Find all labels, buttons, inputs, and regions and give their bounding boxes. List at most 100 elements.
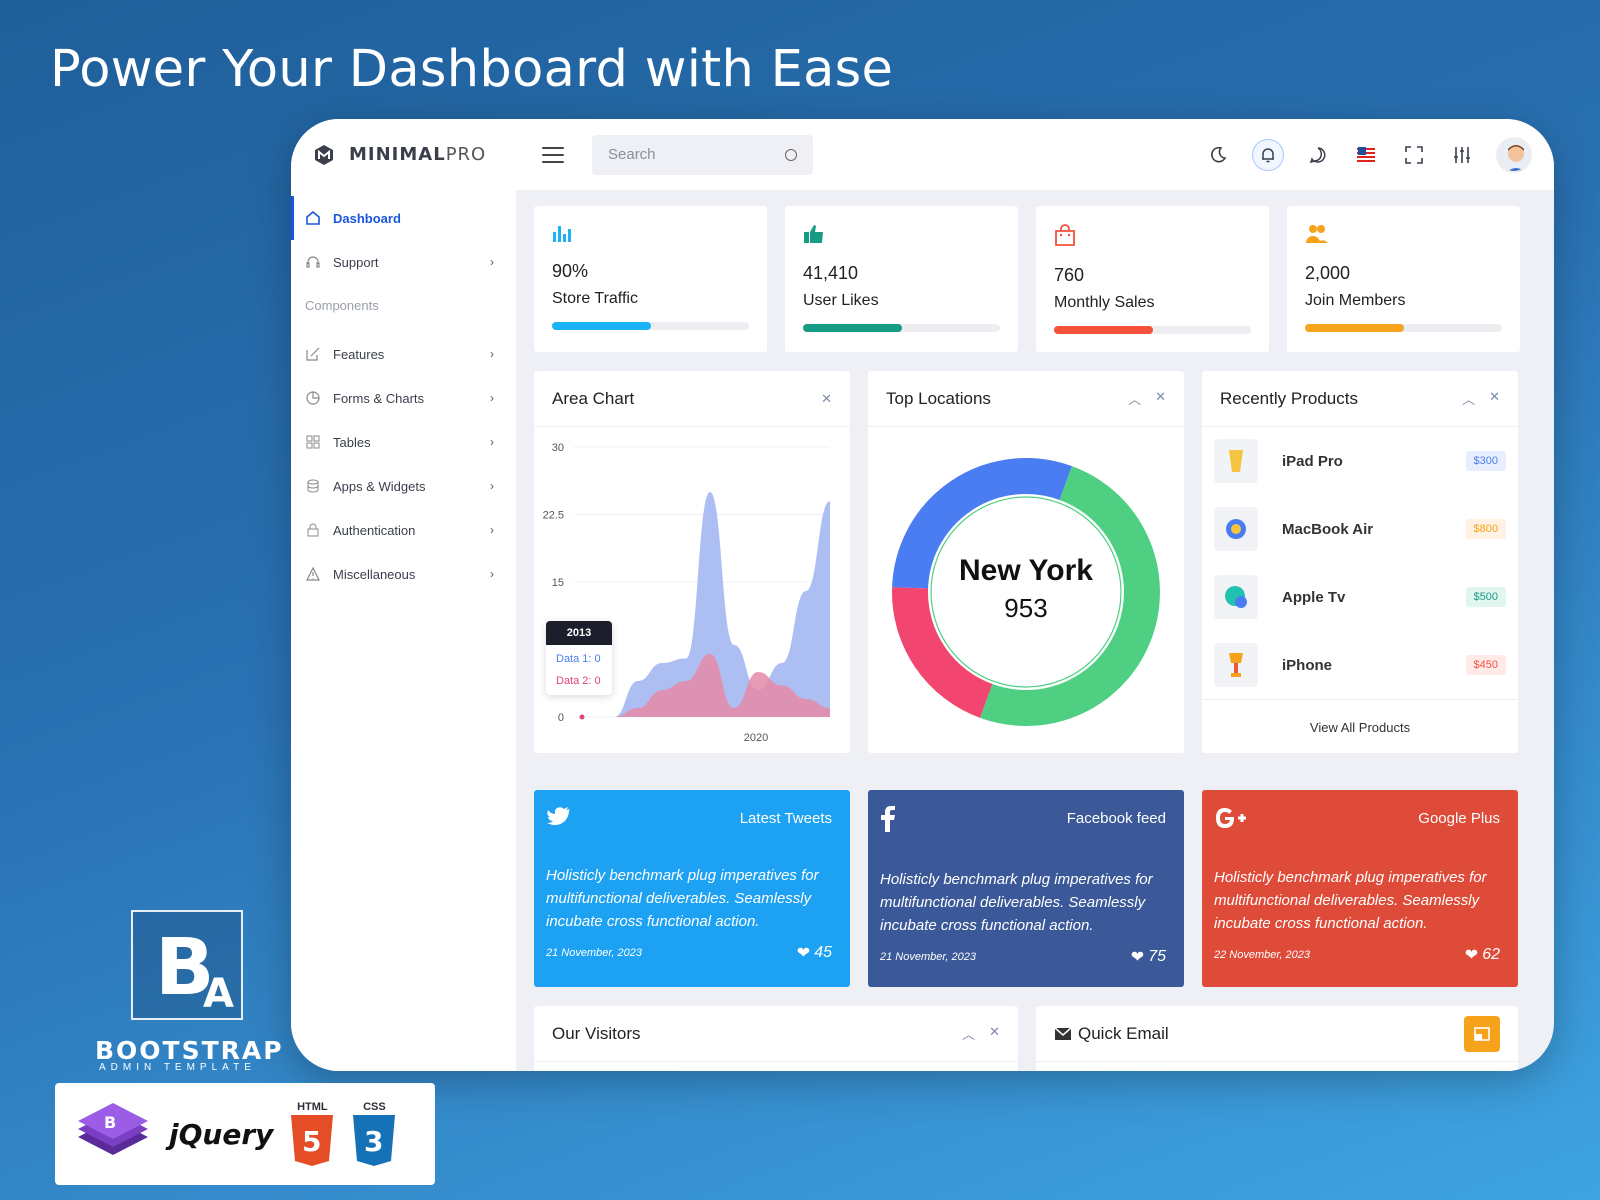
card-title: Top Locations bbox=[886, 388, 991, 408]
product-row[interactable]: iPhone $450 bbox=[1202, 631, 1518, 699]
stat-card-join-members: 2,000 Join Members bbox=[1287, 206, 1520, 352]
social-date: 22 November, 2023 bbox=[1214, 949, 1311, 961]
stat-card-user-likes: 41,410 User Likes bbox=[785, 206, 1018, 352]
sidebar-item-miscellaneous[interactable]: Miscellaneous › bbox=[291, 552, 516, 596]
sidebar-item-support[interactable]: Support › bbox=[291, 240, 516, 284]
sidebar-item-authentication[interactable]: Authentication › bbox=[291, 508, 516, 552]
headset-icon bbox=[305, 254, 321, 270]
bell-icon[interactable] bbox=[1252, 138, 1284, 171]
sidebar-item-apps-widgets[interactable]: Apps & Widgets › bbox=[291, 464, 516, 508]
stat-value: 90% bbox=[552, 261, 589, 281]
card-header: Top Locations ︿ ✕ bbox=[868, 371, 1184, 427]
donut-segment-1[interactable] bbox=[980, 466, 1160, 726]
progress-fill bbox=[552, 322, 651, 330]
heart-icon: ❤ bbox=[1130, 949, 1145, 966]
tooltip-data2: Data 2: 0 bbox=[556, 675, 601, 687]
brand-logo-icon bbox=[315, 144, 333, 165]
social-date: 21 November, 2023 bbox=[546, 947, 643, 959]
sidebar-item-label: Dashboard bbox=[333, 210, 401, 226]
card-header: Quick Email bbox=[1036, 1006, 1518, 1062]
progress-bar bbox=[1305, 324, 1502, 332]
social-text: Holisticly benchmark plug imperatives fo… bbox=[880, 871, 1153, 934]
search-input[interactable] bbox=[608, 146, 768, 163]
search-icon[interactable] bbox=[785, 148, 797, 161]
chat-icon[interactable] bbox=[1304, 141, 1332, 169]
svg-text:B: B bbox=[155, 923, 214, 1013]
card-title: Recently Products bbox=[1220, 388, 1358, 408]
facebook-icon bbox=[881, 806, 895, 832]
css3-icon: 3 bbox=[353, 1115, 396, 1166]
sidebar-item-forms-charts[interactable]: Forms & Charts › bbox=[291, 376, 516, 420]
tooltip-data1: Data 1: 0 bbox=[556, 653, 601, 665]
tooltip-title: 2013 bbox=[546, 621, 612, 645]
chevron-right-icon: › bbox=[490, 567, 494, 581]
sidebar-item-dashboard[interactable]: Dashboard bbox=[291, 196, 516, 240]
close-icon[interactable]: ✕ bbox=[821, 390, 832, 406]
moon-icon[interactable] bbox=[1204, 141, 1232, 169]
product-name: iPad Pro bbox=[1282, 452, 1343, 470]
sidebar-item-label: Authentication bbox=[333, 522, 416, 538]
donut-city: New York bbox=[959, 554, 1093, 587]
fullscreen-icon[interactable] bbox=[1400, 141, 1428, 169]
html5-logo: HTML 5 bbox=[289, 1101, 335, 1167]
bootstrap-icon: B bbox=[78, 1103, 148, 1155]
likes-count[interactable]: ❤ 45 bbox=[796, 944, 832, 962]
expand-button[interactable] bbox=[1464, 1015, 1500, 1052]
social-title: Google Plus bbox=[1418, 810, 1500, 827]
cup-icon bbox=[1229, 450, 1243, 472]
close-icon[interactable]: ✕ bbox=[1155, 389, 1166, 404]
sidebar-item-label: Features bbox=[333, 346, 385, 362]
card-title: Quick Email bbox=[1078, 1023, 1169, 1043]
brand[interactable]: MINIMALPRO bbox=[291, 144, 516, 166]
sidebar-item-tables[interactable]: Tables › bbox=[291, 420, 516, 464]
pie-icon bbox=[305, 390, 321, 406]
donut-chart: New York 953 bbox=[892, 458, 1160, 726]
sliders-icon[interactable] bbox=[1448, 141, 1476, 169]
view-all-products-link[interactable]: View All Products bbox=[1202, 699, 1518, 735]
collapse-icon[interactable]: ︿ bbox=[1462, 392, 1476, 407]
stat-card-monthly-sales: 760 Monthly Sales bbox=[1036, 206, 1269, 352]
donut-inner-ring bbox=[930, 496, 1122, 688]
svg-text:B: B bbox=[104, 1113, 116, 1132]
y-tick-label: 15 bbox=[552, 577, 564, 589]
us-flag-icon[interactable] bbox=[1352, 141, 1380, 169]
collapse-icon[interactable]: ︿ bbox=[962, 1027, 976, 1042]
close-icon[interactable]: ✕ bbox=[1489, 389, 1500, 404]
sidebar-item-label: Miscellaneous bbox=[333, 566, 416, 582]
sidebar-section-label: Components bbox=[305, 298, 379, 313]
progress-bar bbox=[803, 324, 1000, 332]
likes-count[interactable]: ❤ 75 bbox=[1130, 948, 1166, 966]
stat-value: 760 bbox=[1054, 265, 1085, 285]
collapse-icon[interactable]: ︿ bbox=[1128, 392, 1142, 407]
recent-products-card: Recently Products ︿ ✕ iPad Pro $300 MacBo… bbox=[1202, 371, 1518, 753]
y-tick-label: 22.5 bbox=[543, 510, 564, 522]
svg-text:3: 3 bbox=[364, 1125, 383, 1158]
sidebar-item-features[interactable]: Features › bbox=[291, 332, 516, 376]
x-tick-label: 2020 bbox=[744, 732, 768, 744]
product-row[interactable]: MacBook Air $800 bbox=[1202, 495, 1518, 563]
product-name: Apple Tv bbox=[1282, 588, 1346, 606]
product-row[interactable]: iPad Pro $300 bbox=[1202, 427, 1518, 495]
stat-value: 2,000 bbox=[1305, 263, 1351, 283]
users-icon bbox=[1306, 225, 1328, 243]
sidebar-item-label: Forms & Charts bbox=[333, 390, 425, 406]
close-icon[interactable]: ✕ bbox=[989, 1024, 1000, 1039]
quick-email-card: Quick Email bbox=[1036, 1006, 1518, 1071]
product-row[interactable]: Apple Tv $500 bbox=[1202, 563, 1518, 631]
dashboard-frame: MINIMALPRO bbox=[291, 119, 1554, 1071]
stat-label: Monthly Sales bbox=[1054, 294, 1155, 311]
card-header: Our Visitors ︿ ✕ bbox=[534, 1006, 1018, 1062]
donut-segment-3[interactable] bbox=[892, 458, 1072, 589]
area-chart: 30 22.5 15 0 2020 bbox=[543, 442, 830, 744]
y-tick-label: 0 bbox=[558, 712, 564, 724]
social-title: Facebook feed bbox=[1066, 810, 1166, 827]
avatar[interactable] bbox=[1496, 136, 1532, 173]
chevron-right-icon: › bbox=[490, 391, 494, 405]
donut-segment-2[interactable] bbox=[892, 587, 993, 718]
menu-toggle-button[interactable] bbox=[542, 146, 564, 163]
likes-count[interactable]: ❤ 62 bbox=[1464, 946, 1500, 964]
trophy-icon bbox=[1229, 653, 1243, 677]
social-title: Latest Tweets bbox=[739, 810, 832, 827]
product-image bbox=[1214, 439, 1258, 483]
twitter-icon bbox=[547, 807, 570, 826]
